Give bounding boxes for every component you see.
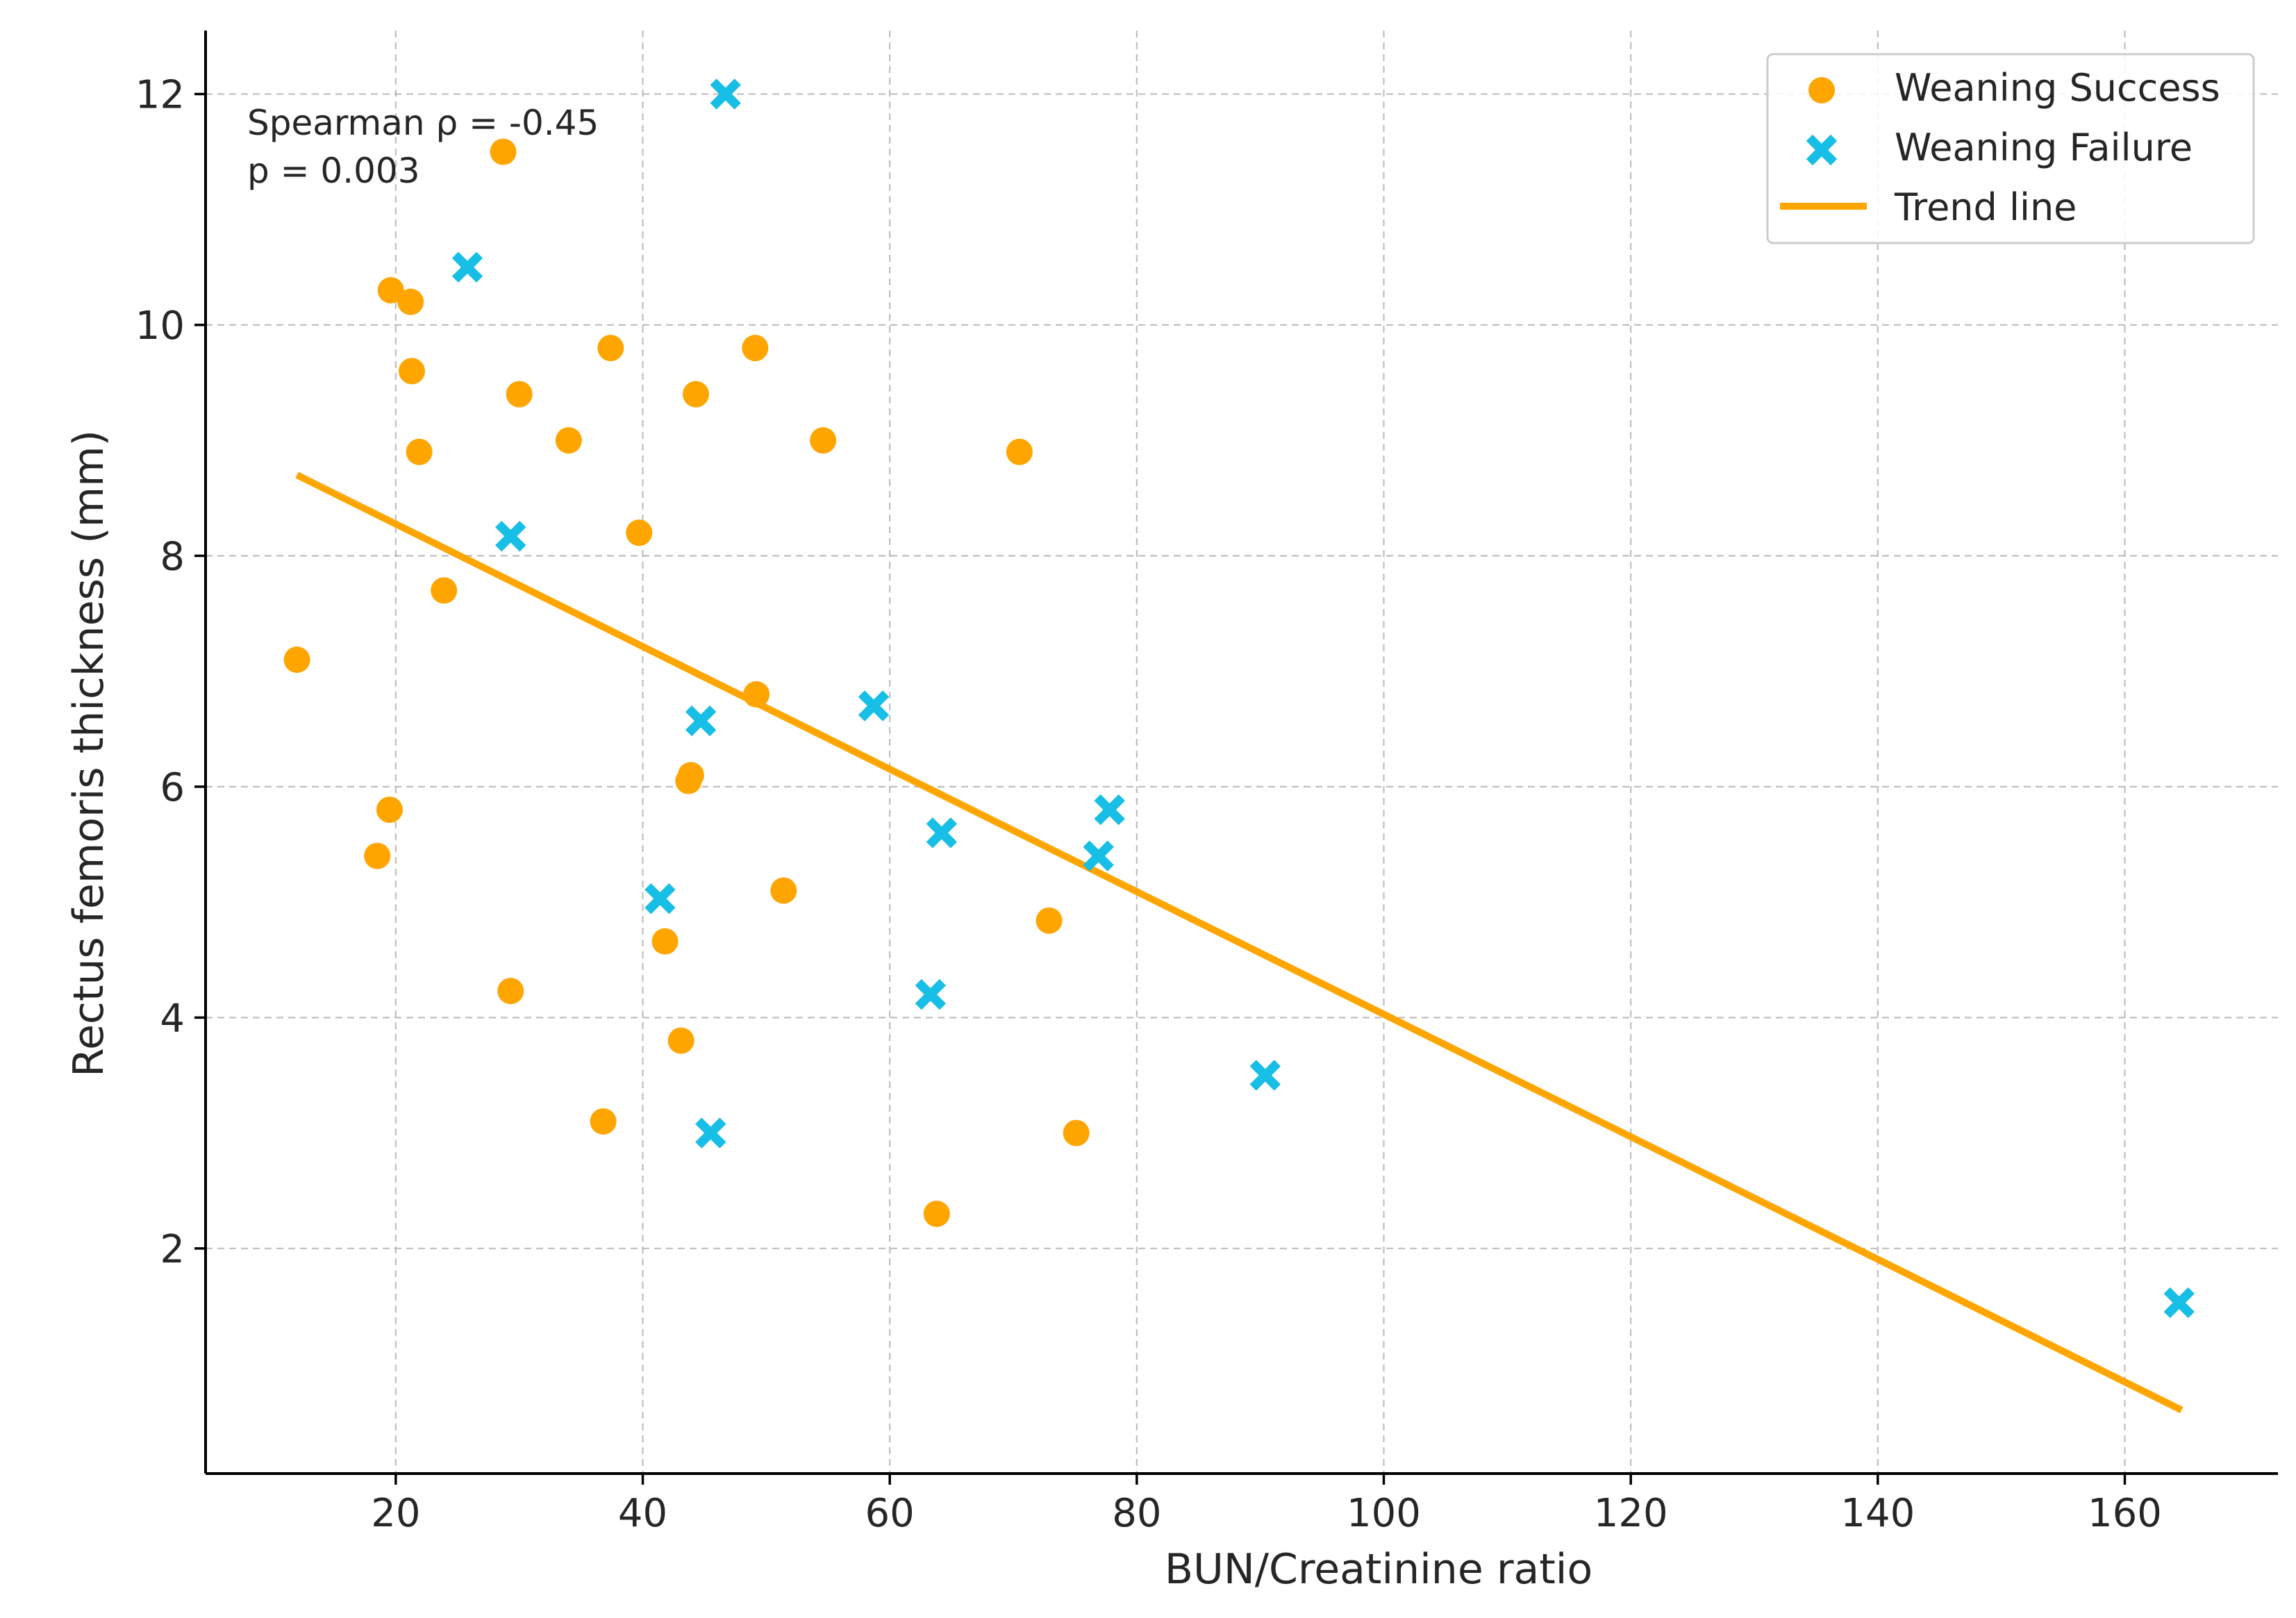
x-tick-label: 60 xyxy=(865,1491,915,1536)
success-point xyxy=(743,681,770,708)
failure-point xyxy=(495,520,526,552)
failure-point xyxy=(710,78,741,110)
success-point xyxy=(431,577,458,604)
success-point xyxy=(682,381,709,408)
success-point xyxy=(810,427,837,454)
success-point xyxy=(923,1200,950,1227)
success-point xyxy=(742,335,769,362)
p-value-annotation: p = 0.003 xyxy=(247,151,420,191)
success-point xyxy=(597,335,624,362)
success-point xyxy=(555,427,582,454)
failure-point xyxy=(451,251,483,283)
x-tick-label: 140 xyxy=(1840,1491,1915,1536)
spearman-annotation: Spearman ρ = -0.45 xyxy=(247,103,599,143)
legend-failure-marker xyxy=(1806,134,1838,166)
axes-layer: 20 40 60 80 100 120 140 160 2 4 6 8 10 12 xyxy=(135,31,2278,1536)
success-point xyxy=(770,877,797,904)
x-tick-label: 120 xyxy=(1594,1491,1668,1536)
success-point xyxy=(677,762,704,789)
success-point xyxy=(667,1027,694,1054)
success-point xyxy=(490,138,517,165)
success-point xyxy=(377,277,404,304)
y-tick-label: 8 xyxy=(160,534,185,579)
success-point xyxy=(283,647,310,674)
legend-success-label: Weaning Success xyxy=(1895,66,2220,110)
legend-failure-label: Weaning Failure xyxy=(1895,126,2193,169)
legend-success-marker xyxy=(1808,77,1835,103)
failure-point xyxy=(1094,794,1125,826)
failure-point xyxy=(915,978,947,1010)
y-tick-label: 2 xyxy=(160,1227,185,1272)
x-tick-label: 80 xyxy=(1112,1491,1161,1536)
failure-point xyxy=(685,705,717,737)
trend-layer xyxy=(295,472,2183,1414)
y-tick-label: 12 xyxy=(135,72,185,117)
failure-point xyxy=(858,690,890,722)
y-tick-label: 4 xyxy=(160,996,185,1041)
success-point xyxy=(376,797,403,824)
y-axis-label: Rectus femoris thickness (mm) xyxy=(65,430,113,1077)
success-point xyxy=(1063,1119,1090,1146)
x-tick-label: 100 xyxy=(1347,1491,1421,1536)
failure-point xyxy=(926,817,958,849)
legend-frame xyxy=(1766,53,2255,244)
success-point xyxy=(590,1108,617,1135)
x-tick-label: 40 xyxy=(618,1491,667,1536)
success-point xyxy=(1006,438,1033,465)
failure-point xyxy=(644,883,676,915)
failure-point xyxy=(2163,1287,2195,1319)
success-point xyxy=(1035,907,1063,934)
success-point xyxy=(406,438,433,465)
success-point xyxy=(651,928,679,955)
failure-point xyxy=(1249,1060,1281,1091)
trend-line xyxy=(295,472,2183,1414)
success-point xyxy=(626,519,653,547)
x-axis-label: BUN/Creatinine ratio xyxy=(1165,1545,1592,1594)
y-tick-label: 10 xyxy=(135,303,185,349)
success-point xyxy=(364,842,391,869)
points-layer xyxy=(283,78,2195,1319)
success-point xyxy=(506,381,533,408)
legend-trend-label: Trend line xyxy=(1894,185,2077,229)
failure-point xyxy=(695,1117,726,1149)
success-point xyxy=(398,358,425,385)
legend: Weaning Success Weaning Failure Trend li… xyxy=(1766,53,2255,244)
x-tick-label: 20 xyxy=(371,1491,420,1536)
x-tick-label: 160 xyxy=(2088,1491,2162,1536)
grid-layer xyxy=(206,31,2278,1474)
y-tick-label: 6 xyxy=(160,765,185,810)
failure-point xyxy=(1083,840,1114,871)
success-point xyxy=(397,288,424,315)
success-point xyxy=(497,978,524,1005)
